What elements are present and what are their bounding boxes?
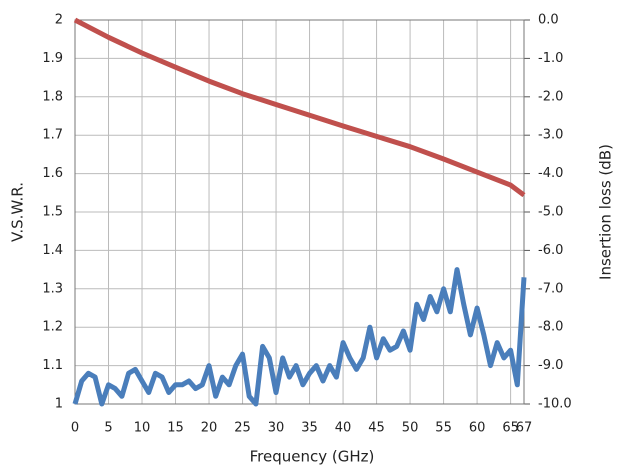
- y-tick-label: 1.8: [42, 89, 63, 104]
- y2-tick-label: 0.0: [538, 13, 559, 28]
- y2-tick-label: -9.0: [538, 358, 563, 373]
- x-tick-label: 25: [234, 421, 251, 436]
- y-tick-label: 1.6: [42, 166, 63, 181]
- y-tick-label: 1.9: [42, 51, 63, 66]
- x-tick-label: 0: [71, 421, 79, 436]
- series-line: [72, 267, 527, 407]
- y2-tick-label: -4.0: [538, 166, 563, 181]
- y-tick-label: 1.4: [42, 243, 63, 258]
- x-tick-label: 55: [435, 421, 452, 436]
- series-line: [73, 17, 526, 198]
- y-tick-label: 2: [55, 13, 63, 28]
- y2-tick-label: -7.0: [538, 281, 563, 296]
- y-tick-label: 1.2: [42, 320, 63, 335]
- x-tick-label: 35: [301, 421, 318, 436]
- y2-tick-label: -10.0: [538, 397, 572, 412]
- y-tick-label: 1.7: [42, 128, 63, 143]
- y2-tick-label: -3.0: [538, 128, 563, 143]
- y-tick-label: 1.5: [42, 205, 63, 220]
- x-tick-label: 20: [201, 421, 218, 436]
- y-tick-label: 1.3: [42, 281, 63, 296]
- y2-tick-label: -8.0: [538, 320, 563, 335]
- x-tick-label: 67: [516, 421, 533, 436]
- x-axis-label: Frequency (GHz): [250, 448, 375, 466]
- x-tick-label: 10: [134, 421, 151, 436]
- x-tick-label: 45: [368, 421, 385, 436]
- y-tick-label: 1.1: [42, 358, 63, 373]
- x-tick-label: 30: [268, 421, 285, 436]
- x-tick-label: 50: [402, 421, 419, 436]
- y2-axis-label: Insertion loss (dB): [597, 144, 615, 280]
- x-tick-label: 60: [469, 421, 486, 436]
- x-tick-label: 5: [104, 421, 112, 436]
- y-axis-label: V.S.W.R.: [9, 182, 27, 242]
- y2-tick-label: -6.0: [538, 243, 563, 258]
- plot-frame: [74, 19, 525, 405]
- y2-tick-label: -2.0: [538, 89, 563, 104]
- y-tick-label: 1: [55, 397, 63, 412]
- x-tick-label: 40: [335, 421, 352, 436]
- y2-tick-label: -5.0: [538, 205, 563, 220]
- x-tick-label: 65: [502, 421, 519, 436]
- x-tick-label: 15: [167, 421, 184, 436]
- y2-tick-label: -1.0: [538, 51, 563, 66]
